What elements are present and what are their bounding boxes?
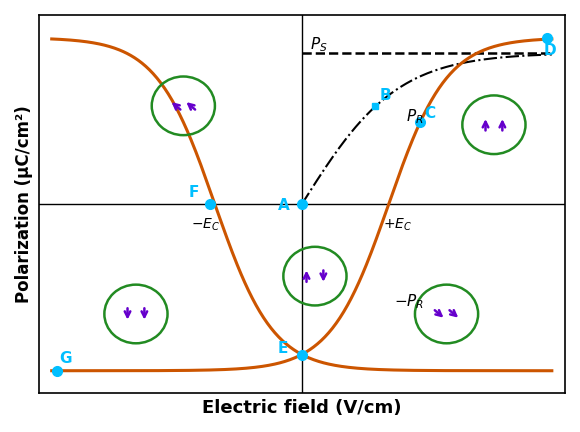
- Text: A: A: [278, 198, 290, 213]
- Text: F: F: [188, 184, 199, 200]
- Text: $P_R$: $P_R$: [406, 107, 423, 126]
- Text: G: G: [60, 351, 72, 366]
- Y-axis label: Polarization (μC/cm²): Polarization (μC/cm²): [15, 105, 33, 303]
- Text: $+E_C$: $+E_C$: [383, 217, 412, 233]
- Text: $P_S$: $P_S$: [310, 35, 327, 54]
- Text: D: D: [544, 43, 557, 58]
- X-axis label: Electric field (V/cm): Electric field (V/cm): [202, 399, 401, 417]
- Text: $-E_C$: $-E_C$: [191, 217, 220, 233]
- Text: E: E: [278, 341, 288, 356]
- Text: $-P_R$: $-P_R$: [394, 292, 424, 311]
- Text: B: B: [379, 88, 391, 103]
- Text: C: C: [424, 106, 436, 121]
